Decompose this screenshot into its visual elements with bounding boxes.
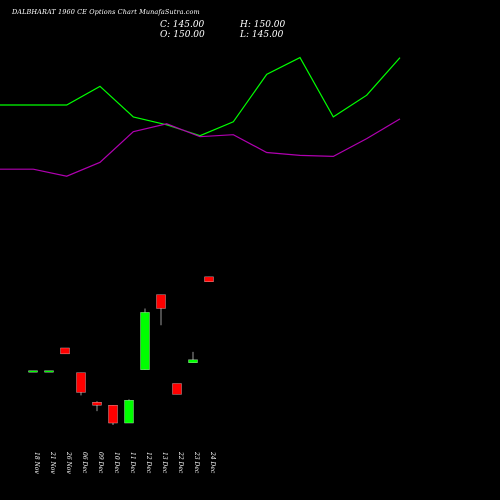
- overlay-line-2: [0, 118, 401, 177]
- x-tick-label: 13 Dec: [161, 452, 168, 474]
- candle-body: [28, 370, 38, 373]
- x-tick-label: 24 Dec: [209, 451, 216, 474]
- open-value: O: 150.00: [160, 30, 205, 40]
- chart-title: DALBHARAT 1960 CE Options Chart MunafaSu…: [12, 8, 200, 16]
- x-tick-label: 22 Dec: [177, 451, 184, 474]
- overlay-line-1: [0, 56, 401, 137]
- candle-body: [92, 402, 102, 406]
- x-tick-label: 11 Dec: [129, 452, 136, 474]
- x-tick-label: 23 Dec: [193, 451, 200, 474]
- high-value: H: 150.00: [240, 20, 286, 30]
- candle-body: [140, 312, 150, 370]
- candle-body: [172, 383, 182, 395]
- x-tick-label: 12 Dec: [145, 452, 152, 474]
- close-value: C: 145.00: [160, 20, 205, 30]
- candle-body: [108, 405, 118, 424]
- candle-body: [76, 372, 86, 393]
- x-tick-label: 18 Nov: [33, 452, 40, 474]
- candle-body: [44, 370, 54, 373]
- x-tick-label: 26 Nov: [65, 451, 72, 474]
- candle-body: [156, 294, 166, 309]
- x-tick-label: 09 Dec: [97, 452, 104, 474]
- candle-body: [188, 359, 198, 363]
- x-tick-label: 06 Dec: [81, 452, 88, 474]
- candle-body: [124, 400, 134, 424]
- x-tick-label: 10 Dec: [113, 452, 120, 474]
- low-value: L: 145.00: [240, 30, 284, 40]
- candle-body: [204, 276, 214, 282]
- x-tick-label: 21 Nov: [49, 451, 56, 474]
- candle-body: [60, 347, 70, 355]
